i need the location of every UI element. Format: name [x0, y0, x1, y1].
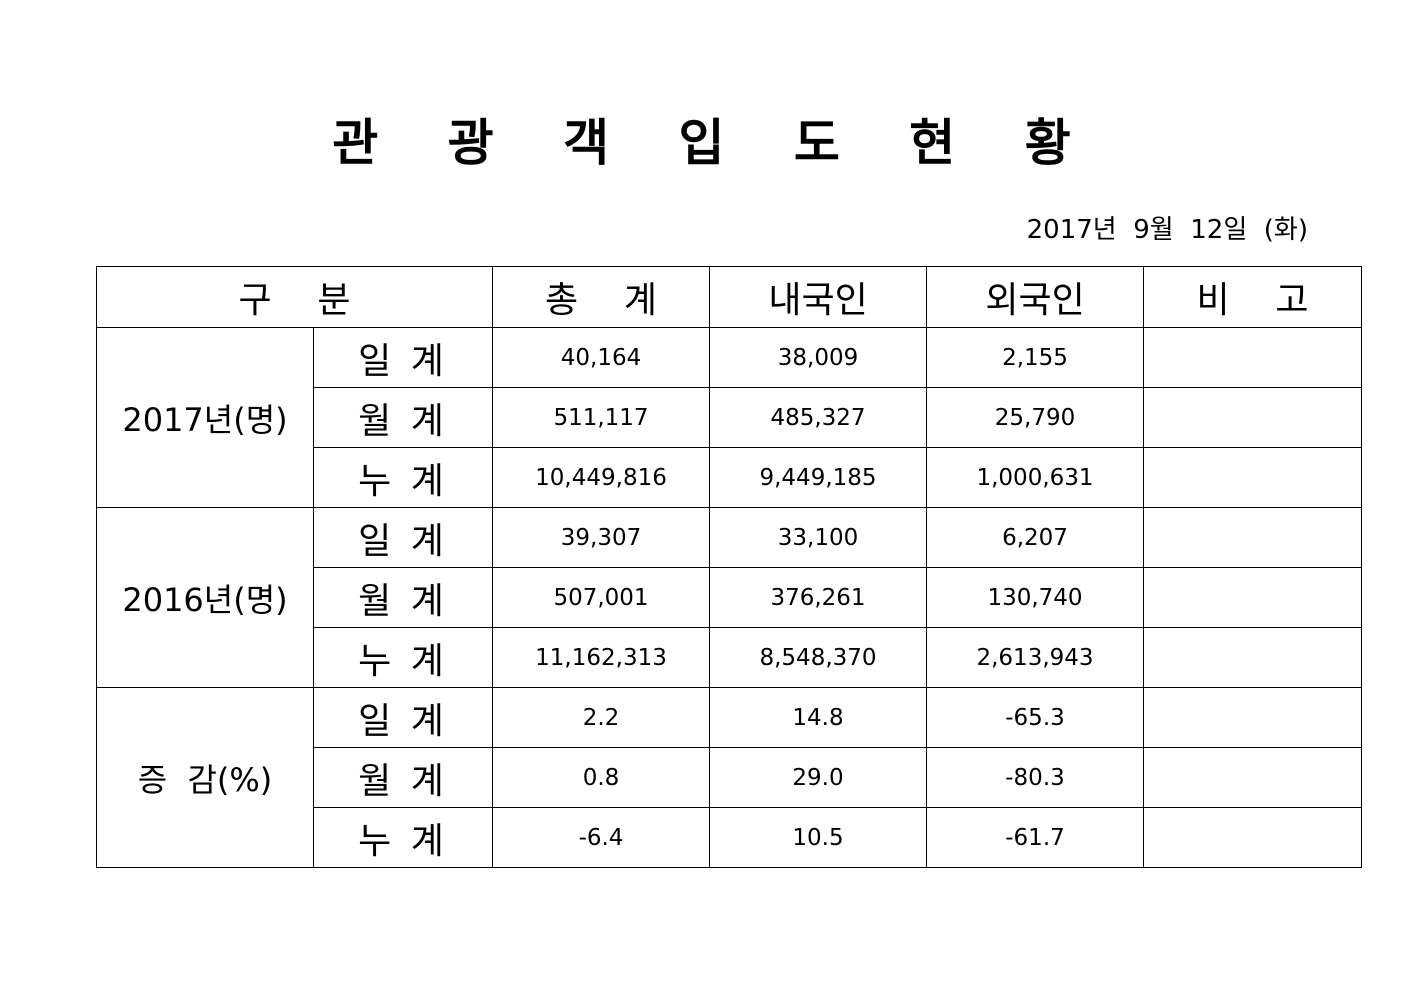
- header-total: 총 계: [492, 266, 711, 328]
- cell-remarks: [1143, 627, 1363, 688]
- cell-domestic: 8,548,370: [709, 627, 928, 688]
- cell-remarks: [1143, 687, 1363, 748]
- cell-remarks: [1143, 567, 1363, 628]
- cell-remarks: [1143, 327, 1363, 388]
- row-label: 일 계: [312, 327, 494, 388]
- table-row: 2017년(명) 일 계 40,164 38,009 2,155: [96, 327, 1363, 508]
- cell-domestic: 29.0: [709, 747, 928, 808]
- header-row: 구 분 총 계 내국인 외국인 비 고: [95, 266, 1363, 328]
- cell-foreign: 2,613,943: [926, 627, 1145, 688]
- row-label: 월 계: [312, 567, 494, 628]
- cell-foreign: 6,207: [926, 507, 1145, 568]
- header-domestic: 내국인: [709, 266, 928, 328]
- table-row: 누 계 10,449,816 9,449,185 1,000,631: [97, 447, 1363, 508]
- cell-foreign: 2,155: [926, 327, 1145, 388]
- tourist-arrivals-table: 구 분 총 계 내국인 외국인 비 고 2017년(명) 일 계 40,164 …: [95, 266, 1363, 868]
- cell-total: 507,001: [492, 567, 711, 628]
- cell-foreign: -61.7: [926, 807, 1145, 868]
- row-label: 누 계: [312, 807, 494, 868]
- cell-foreign: 25,790: [926, 387, 1145, 448]
- row-label: 일 계: [312, 687, 494, 748]
- cell-total: 2.2: [492, 687, 711, 748]
- cell-total: 40,164: [492, 327, 711, 388]
- table-row: 월 계 507,001 376,261 130,740: [97, 567, 1363, 628]
- cell-total: 10,449,816: [492, 447, 711, 508]
- group-label-change: 증 감(%): [96, 687, 314, 868]
- cell-foreign: 1,000,631: [926, 447, 1145, 508]
- cell-remarks: [1143, 507, 1363, 568]
- cell-domestic: 485,327: [709, 387, 928, 448]
- header-foreign: 외국인: [926, 266, 1145, 328]
- cell-domestic: 9,449,185: [709, 447, 928, 508]
- page-title: 관 광 객 입 도 현 황: [332, 114, 1097, 172]
- table-row: 누 계 -6.4 10.5 -61.7: [97, 807, 1363, 868]
- table-row: 월 계 0.8 29.0 -80.3: [97, 747, 1363, 808]
- cell-domestic: 38,009: [709, 327, 928, 388]
- row-label: 누 계: [312, 447, 494, 508]
- cell-total: 39,307: [492, 507, 711, 568]
- cell-remarks: [1143, 807, 1363, 868]
- table-row: 2016년(명) 일 계 39,307 33,100 6,207: [96, 507, 1363, 688]
- cell-total: 511,117: [492, 387, 711, 448]
- cell-remarks: [1143, 387, 1363, 448]
- cell-total: -6.4: [492, 807, 711, 868]
- cell-domestic: 10.5: [709, 807, 928, 868]
- table-row: 증 감(%) 일 계 2.2 14.8 -65.3: [96, 687, 1363, 868]
- cell-foreign: 130,740: [926, 567, 1145, 628]
- cell-domestic: 376,261: [709, 567, 928, 628]
- group-label-2016: 2016년(명): [96, 507, 314, 688]
- cell-total: 11,162,313: [492, 627, 711, 688]
- cell-domestic: 14.8: [709, 687, 928, 748]
- row-label: 월 계: [312, 387, 494, 448]
- cell-total: 0.8: [492, 747, 711, 808]
- cell-foreign: -80.3: [926, 747, 1145, 808]
- cell-domestic: 33,100: [709, 507, 928, 568]
- group-label-2017: 2017년(명): [96, 327, 314, 508]
- header-category: 구 분: [95, 266, 494, 328]
- header-remarks: 비 고: [1143, 266, 1363, 328]
- row-label: 월 계: [312, 747, 494, 808]
- table-row: 누 계 11,162,313 8,548,370 2,613,943: [97, 627, 1363, 688]
- cell-remarks: [1143, 447, 1363, 508]
- report-date: 2017년 9월 12일 (화): [1026, 215, 1308, 245]
- row-label: 누 계: [312, 627, 494, 688]
- cell-foreign: -65.3: [926, 687, 1145, 748]
- row-label: 일 계: [312, 507, 494, 568]
- cell-remarks: [1143, 747, 1363, 808]
